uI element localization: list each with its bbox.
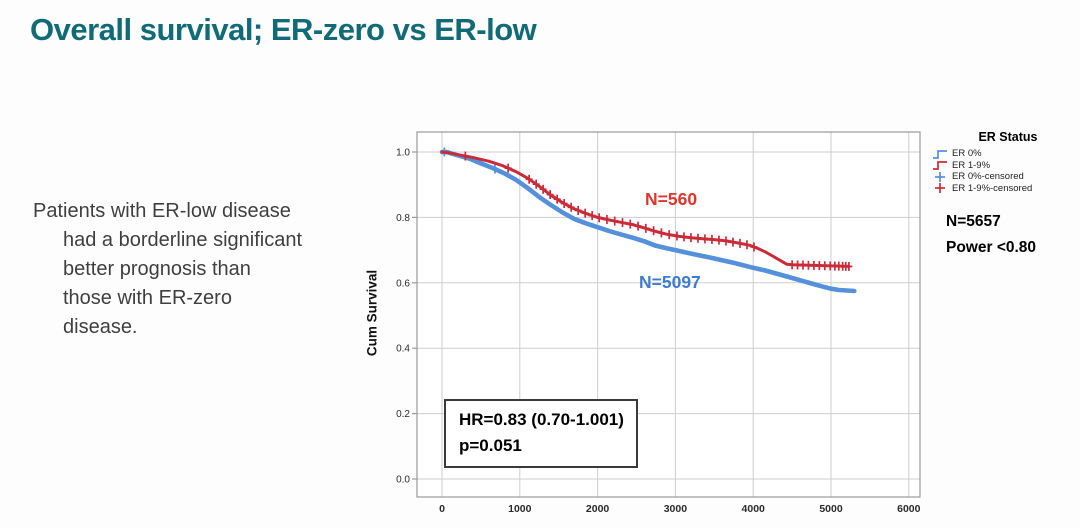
svg-text:6000: 6000 xyxy=(897,503,921,515)
svg-text:1000: 1000 xyxy=(508,503,532,515)
svg-text:0.2: 0.2 xyxy=(396,409,410,420)
summary-line: disease. xyxy=(63,316,138,338)
axis-ticks xyxy=(412,151,417,480)
er-zero-count-label: N=5097 xyxy=(639,272,701,292)
page-title: Overall survival; ER-zero vs ER-low xyxy=(30,12,537,47)
svg-text:0: 0 xyxy=(439,503,445,515)
legend-item-label: ER 0%-censored xyxy=(952,171,1024,182)
total-n-label: N=5657 xyxy=(946,213,1001,230)
hazard-ratio-annotation: HR=0.83 (0.70-1.001) p=0.051 xyxy=(444,399,638,468)
censor-marks-er-low xyxy=(461,151,853,271)
svg-text:0.8: 0.8 xyxy=(396,213,410,224)
legend-item-label: ER 1-9% xyxy=(952,159,991,171)
svg-text:0.0: 0.0 xyxy=(396,475,410,486)
summary-line: those with ER-zero xyxy=(63,287,232,309)
censor-marks-er-zero xyxy=(440,147,499,174)
legend-step-line-icon xyxy=(933,149,947,159)
p-value: p=0.051 xyxy=(459,435,522,455)
cohort-stats: N=5657 Power <0.80 xyxy=(946,213,1036,257)
summary-line: better prognosis than xyxy=(63,258,251,280)
svg-text:5000: 5000 xyxy=(819,503,843,515)
legend-censored-plus-icon xyxy=(935,183,945,194)
legend-items: ER 0% ER 1-9% ER 0%-censored ER 1-9%-censor… xyxy=(932,148,1080,194)
chart-legend: ER Status ER 0% ER 1-9% ER 0%-censored ER 1… xyxy=(932,130,1080,194)
svg-text:0.4: 0.4 xyxy=(396,344,410,355)
svg-text:3000: 3000 xyxy=(664,503,688,515)
svg-text:2000: 2000 xyxy=(586,503,610,515)
legend-item: ER 0%-censored xyxy=(932,171,1080,183)
summary-line: had a borderline significant xyxy=(63,229,303,251)
summary-text: Patients with ER-low disease had a borde… xyxy=(33,197,302,342)
svg-text:4000: 4000 xyxy=(742,503,766,515)
series-er-zero xyxy=(439,149,857,294)
legend-item: ER 0% xyxy=(932,148,1080,160)
er-low-count-label: N=560 xyxy=(645,189,698,209)
legend-item: ER 1-9%-censored xyxy=(932,183,1080,195)
legend-censored-plus-icon xyxy=(935,171,945,182)
y-tick-labels: 0.0 0.2 0.4 0.6 0.8 1.0 xyxy=(396,148,410,486)
svg-text:1.0: 1.0 xyxy=(396,148,410,159)
legend-title: ER Status xyxy=(978,130,1038,144)
y-axis-label: Cum Survival xyxy=(364,269,380,357)
legend-item-label: ER 1-9%-censored xyxy=(952,182,1033,194)
x-tick-labels: 0 1000 2000 3000 4000 5000 6000 xyxy=(439,503,921,515)
legend-step-line-icon xyxy=(933,161,947,171)
legend-item: ER 1-9% xyxy=(932,160,1080,172)
power-label: Power <0.80 xyxy=(946,239,1037,256)
hr-value: HR=0.83 (0.70-1.001) xyxy=(459,410,624,429)
legend-item-label: ER 0% xyxy=(952,148,982,159)
svg-text:0.6: 0.6 xyxy=(396,278,410,289)
summary-line: Patients with ER-low disease xyxy=(33,200,291,222)
